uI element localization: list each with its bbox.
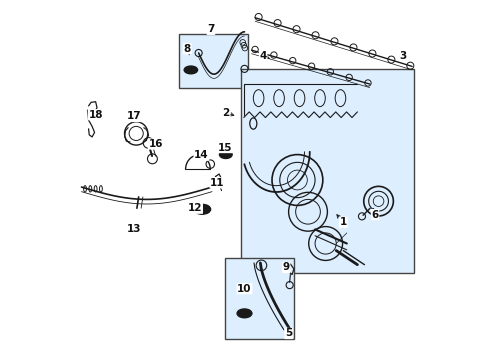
Text: 12: 12 [187,203,202,213]
Ellipse shape [222,152,229,157]
Ellipse shape [197,206,207,212]
Ellipse shape [186,68,194,72]
Text: 11: 11 [210,178,224,188]
Text: 16: 16 [148,139,163,149]
Text: 3: 3 [399,51,406,61]
Text: 13: 13 [127,224,142,234]
Text: 18: 18 [88,110,102,120]
Text: 2: 2 [222,108,229,118]
Bar [179,33,247,88]
Ellipse shape [184,66,197,74]
Text: 7: 7 [207,24,214,34]
Text: 14: 14 [194,150,208,160]
Text: 4: 4 [259,51,266,61]
Text: 8: 8 [183,44,191,54]
Text: 6: 6 [371,210,378,220]
Bar [241,69,413,274]
Bar [224,258,293,339]
Ellipse shape [237,309,251,318]
Text: 10: 10 [237,284,251,294]
Ellipse shape [219,151,232,158]
Text: 9: 9 [282,262,289,273]
Ellipse shape [193,204,210,214]
Text: 1: 1 [339,217,346,227]
Text: 15: 15 [217,143,232,153]
Ellipse shape [240,311,248,316]
Text: 5: 5 [285,328,292,338]
Text: 17: 17 [127,112,142,121]
